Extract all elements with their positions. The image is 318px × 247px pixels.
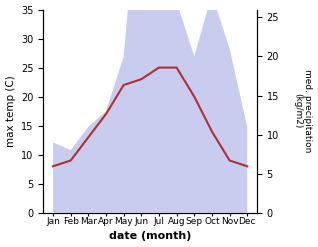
Y-axis label: max temp (C): max temp (C) bbox=[5, 75, 16, 147]
Y-axis label: med. precipitation
(kg/m2): med. precipitation (kg/m2) bbox=[293, 69, 313, 153]
X-axis label: date (month): date (month) bbox=[109, 231, 191, 242]
